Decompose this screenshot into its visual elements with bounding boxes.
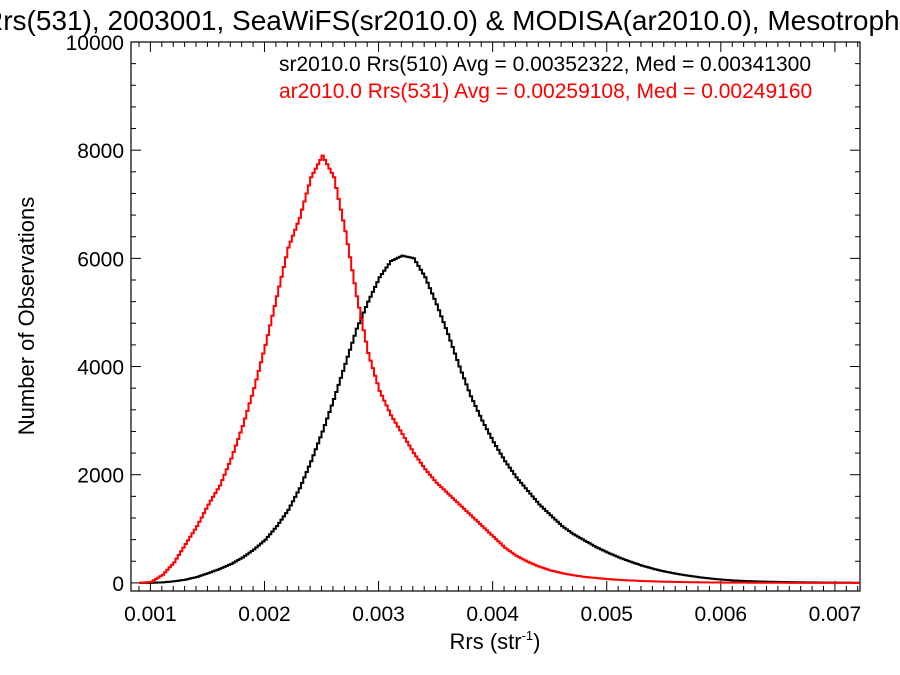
- y-axis-label: Number of Observations: [14, 197, 39, 435]
- legend-entry-sr2010: sr2010.0 Rrs(510) Avg = 0.00352322, Med …: [279, 53, 811, 76]
- series-sr2010-line: [138, 254, 860, 584]
- x-tick-label: 0.002: [238, 603, 291, 626]
- plot-frame: [130, 41, 861, 592]
- chart-title: Rrs(531), 2003001, SeaWiFS(sr2010.0) & M…: [0, 5, 900, 36]
- axis-ticks: 0.001 0.002 0.003 0.004 0.005 0.006 0.007 0 2000…: [66, 32, 862, 626]
- series-ar2010-line: [138, 154, 860, 584]
- x-tick-label: 0.004: [466, 603, 519, 626]
- x-axis-label-superscript: -1: [522, 628, 534, 643]
- x-tick-label: 0.005: [580, 603, 633, 626]
- x-axis-label-suffix: ): [533, 629, 540, 654]
- y-tick-label: 10000: [66, 32, 124, 55]
- x-axis-label: Rrs (str-1): [450, 628, 541, 654]
- y-tick-label: 4000: [77, 357, 124, 380]
- x-tick-label: 0.001: [124, 603, 177, 626]
- x-axis-label-main: Rrs (str: [450, 629, 522, 654]
- y-tick-label: 2000: [77, 465, 124, 488]
- x-tick-label: 0.007: [809, 603, 862, 626]
- x-tick-label: 0.003: [352, 603, 405, 626]
- y-tick-label: 8000: [77, 140, 124, 163]
- y-tick-label: 6000: [77, 248, 124, 271]
- y-tick-label: 0: [112, 573, 124, 596]
- legend-entry-ar2010: ar2010.0 Rrs(531) Avg = 0.00259108, Med …: [279, 80, 812, 103]
- x-tick-label: 0.006: [695, 603, 748, 626]
- series-layer: [138, 154, 860, 584]
